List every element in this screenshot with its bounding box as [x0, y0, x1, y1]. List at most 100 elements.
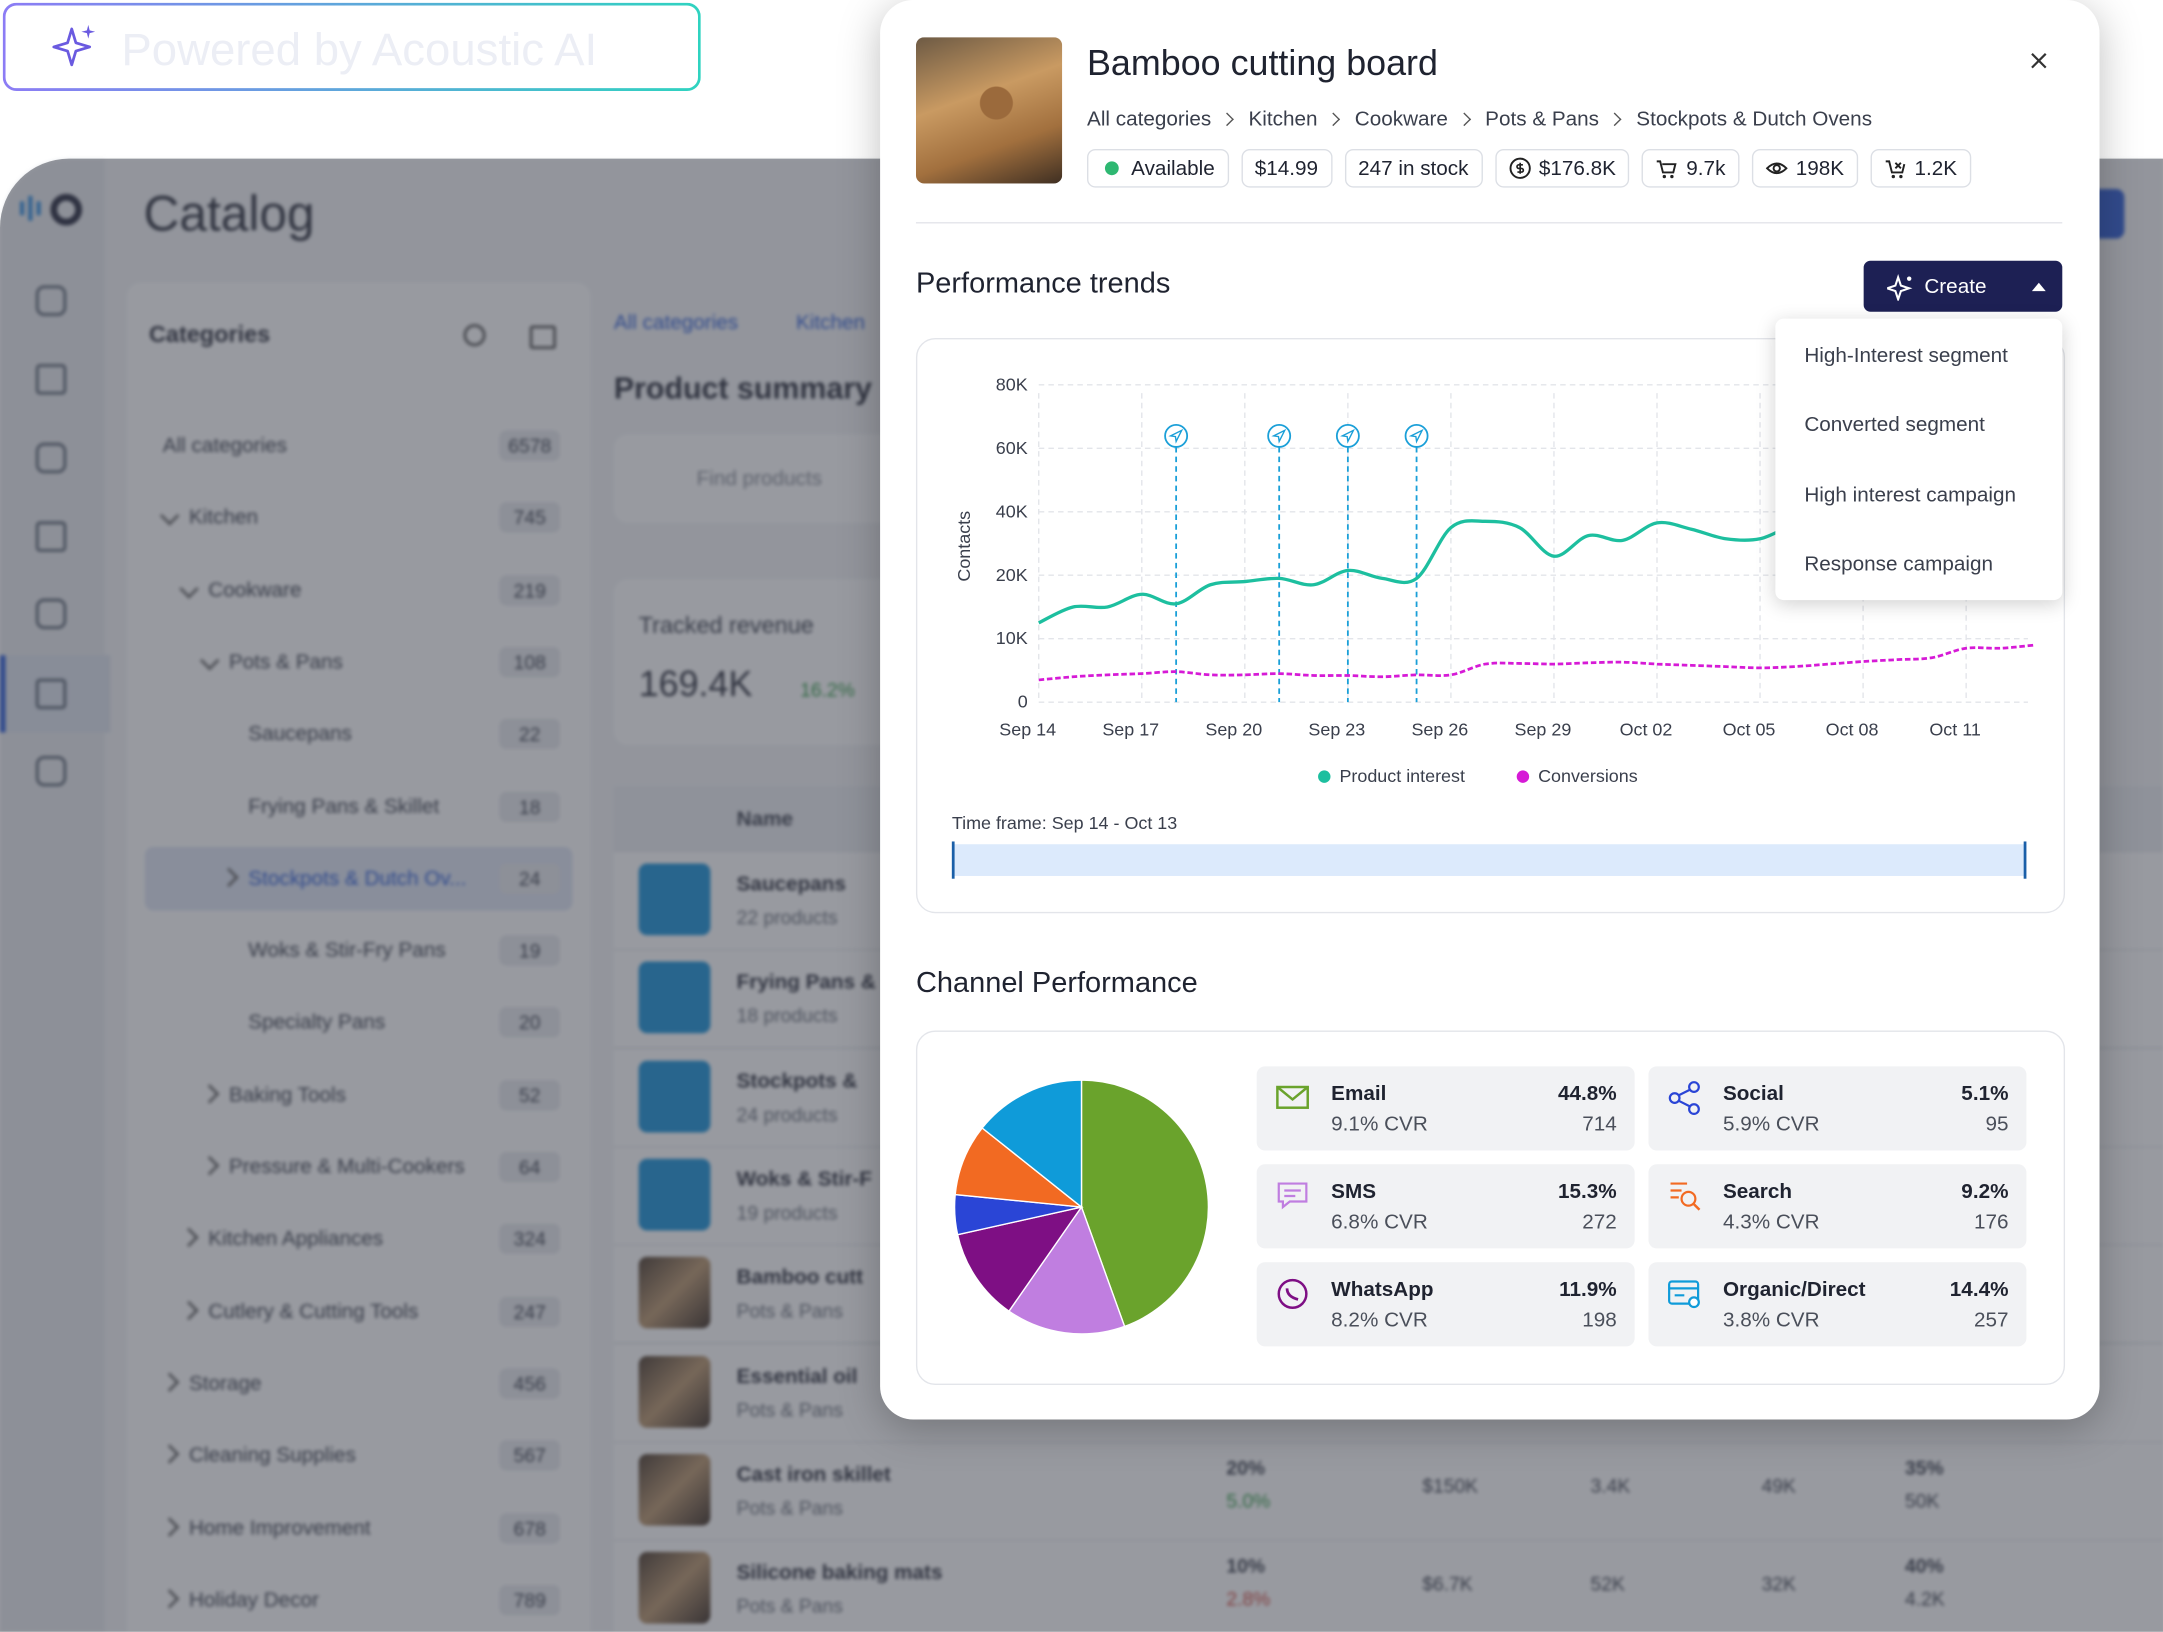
x-tick-label: Oct 05 — [1723, 719, 1776, 739]
badge: $14.99 — [1240, 148, 1332, 188]
channel-share: 44.8% — [1558, 1082, 1617, 1106]
x-tick-label: Sep 23 — [1308, 719, 1365, 739]
divider — [915, 222, 2063, 224]
channel-share: 11.9% — [1559, 1278, 1617, 1302]
menu-label: High-Interest segment — [1804, 344, 2008, 368]
channel-name: SMS — [1331, 1180, 1377, 1204]
breadcrumb-item[interactable]: Pots & Pans — [1485, 106, 1600, 131]
channel-icon — [1276, 1085, 1309, 1109]
x-tick-label: Sep 14 — [999, 719, 1056, 739]
channel-contacts: 272 — [1582, 1210, 1617, 1234]
x-tick-label: Oct 08 — [1826, 719, 1879, 739]
channel-contacts: 95 — [1985, 1112, 2009, 1136]
channel-cvr: 8.2% CVR — [1331, 1308, 1428, 1332]
menu-label: Converted segment — [1804, 413, 1985, 438]
time-frame-label: Time frame: Sep 14 - Oct 13 — [952, 813, 1177, 833]
y-tick-label: 20K — [996, 565, 1028, 585]
badge-text: 1.2K — [1914, 156, 1958, 181]
create-button[interactable]: Create — [1863, 260, 2063, 312]
badge-text: 9.7k — [1686, 156, 1726, 181]
badge-text: $14.99 — [1254, 156, 1319, 181]
event-icon — [1271, 428, 1287, 444]
banner-text: Powered by Acoustic AI — [121, 23, 598, 75]
menu-item[interactable]: Converted segment — [1775, 391, 2062, 460]
badge-icon — [1765, 162, 1788, 175]
badge-icon — [1104, 161, 1119, 176]
channel-card: SMS 6.8% CVR 15.3% 272 — [1256, 1164, 1635, 1249]
channel-cvr: 6.8% CVR — [1331, 1210, 1428, 1234]
badge: 247 in stock — [1344, 148, 1483, 188]
menu-item[interactable]: High interest campaign — [1775, 460, 2062, 529]
time-range — [953, 844, 2026, 876]
x-tick-label: Sep 17 — [1102, 719, 1159, 739]
breadcrumb-item[interactable]: Kitchen — [1248, 106, 1318, 131]
channel-name: Search — [1722, 1180, 1792, 1204]
channel-icon — [1668, 1081, 1700, 1116]
channel-contacts: 257 — [1973, 1308, 2009, 1332]
badge-row: Available $14.99 247 in stock $176.8K 9.7k 19… — [1087, 148, 1971, 188]
event-marker — [1164, 423, 1189, 448]
product-modal: Bamboo cutting board All categories Kitch… — [880, 0, 2100, 1420]
breadcrumb-item[interactable]: Stockpots & Dutch Ovens — [1636, 106, 1873, 131]
charts: 0 10K 20K 40K 60K 80K Sep 14 Sep 17 Sep 20 Sep 23… — [951, 374, 2035, 1335]
breadcrumb-item[interactable]: Cookware — [1354, 106, 1448, 131]
badge: 1.2K — [1870, 148, 1971, 188]
sparkle-icon — [52, 24, 96, 67]
product-image — [915, 37, 1063, 184]
x-tick-label: Sep 29 — [1515, 719, 1572, 739]
y-tick-label: 80K — [996, 374, 1028, 394]
legend-label: Conversions — [1538, 766, 1638, 786]
legend-swatch — [1516, 770, 1530, 783]
y-tick-label: 0 — [1018, 692, 1028, 712]
channel-share: 5.1% — [1961, 1082, 2009, 1106]
create-menu: High-Interest segment Converted segment Hi… — [1775, 318, 2063, 601]
y-axis-label: Contacts — [954, 511, 974, 582]
channel-share: 9.2% — [1961, 1180, 2009, 1204]
badge-text: $176.8K — [1538, 156, 1616, 181]
channel-name: Organic/Direct — [1722, 1278, 1866, 1302]
channel-card: Email 9.1% CVR 44.8% 714 — [1256, 1066, 1635, 1151]
x-tick-label: Sep 20 — [1205, 719, 1262, 739]
channel-card — [915, 1030, 2066, 1385]
y-tick-label: 40K — [996, 501, 1028, 521]
channel-icon — [1670, 1182, 1701, 1211]
badge: Available — [1087, 148, 1229, 188]
section-title: Performance trends — [915, 267, 1171, 300]
channel-cvr: 9.1% CVR — [1331, 1112, 1428, 1136]
close-button[interactable] — [2022, 44, 2055, 77]
channel-icon — [1277, 1278, 1308, 1309]
menu-item[interactable]: High-Interest segment — [1775, 321, 2062, 390]
channel-contacts: 176 — [1973, 1210, 2009, 1234]
menu-label: High interest campaign — [1804, 483, 2016, 507]
badge: 9.7k — [1642, 148, 1740, 188]
badge-icon — [1885, 160, 1906, 179]
product-title: Bamboo cutting board — [1087, 42, 1438, 84]
menu-item[interactable]: Response campaign — [1775, 530, 2062, 599]
channel-name: Email — [1331, 1082, 1387, 1106]
badge-text: 247 in stock — [1358, 156, 1469, 181]
event-icon — [1408, 428, 1424, 444]
breadcrumb-item[interactable]: All categories — [1087, 106, 1212, 131]
menu-label: Response campaign — [1804, 552, 1993, 577]
breadcrumb: All categories Kitchen Cookware Pots & Pans… — [1087, 105, 1872, 133]
channel-cvr: 3.8% CVR — [1722, 1308, 1820, 1332]
channel-name: WhatsApp — [1331, 1278, 1434, 1302]
badge: 198K — [1751, 148, 1858, 188]
series-line — [1038, 643, 2035, 682]
pie-slice — [1080, 1079, 1210, 1328]
legend-label: Product interest — [1339, 766, 1465, 786]
channel-card: Organic/Direct 3.8% CVR 14.4% 257 — [1648, 1262, 2027, 1347]
channel-contacts: 198 — [1582, 1308, 1617, 1332]
channel-card: Search 4.3% CVR 9.2% 176 — [1648, 1164, 2027, 1249]
channel-icon — [1668, 1280, 1700, 1309]
channel-card: WhatsApp 8.2% CVR 11.9% 198 — [1256, 1262, 1635, 1347]
channel-contacts: 714 — [1582, 1112, 1617, 1136]
channel-share: 15.3% — [1558, 1180, 1617, 1204]
channel-card: Social 5.9% CVR 5.1% 95 — [1648, 1066, 2027, 1151]
channel-name: Social — [1722, 1082, 1784, 1106]
y-tick-label: 10K — [996, 628, 1028, 648]
badge-icon — [1657, 160, 1678, 179]
section-title: Channel Performance — [915, 967, 1198, 999]
